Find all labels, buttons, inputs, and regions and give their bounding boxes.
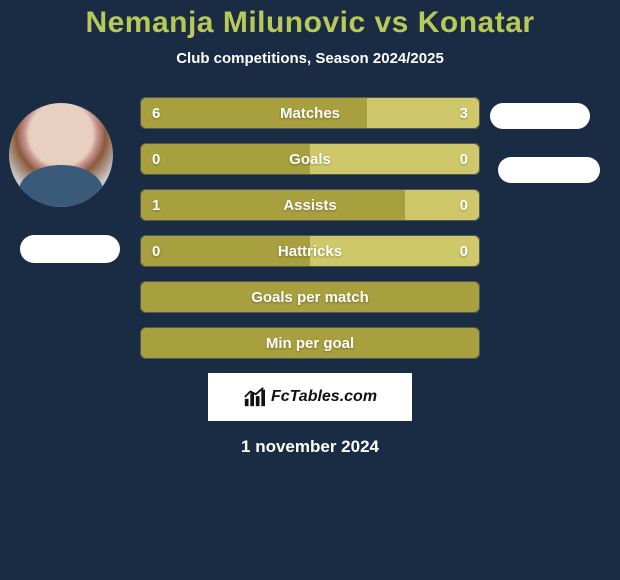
bar-label: Goals <box>140 151 480 168</box>
bar-row-hattricks: 0 Hattricks 0 <box>140 235 480 267</box>
bar-row-goals-per-match: Goals per match <box>140 281 480 313</box>
player-chip-right-2 <box>498 157 600 183</box>
bar-label: Assists <box>140 197 480 214</box>
bar-row-matches: 6 Matches 3 <box>140 97 480 129</box>
logo-text: FcTables.com <box>271 388 377 406</box>
bar-value-right: 0 <box>460 197 468 214</box>
bar-row-assists: 1 Assists 0 <box>140 189 480 221</box>
comparison-bars: 6 Matches 3 0 Goals 0 1 Assists 0 0 Hatt… <box>140 97 480 373</box>
page-title: Nemanja Milunovic vs Konatar <box>0 6 620 40</box>
page-subtitle: Club competitions, Season 2024/2025 <box>0 50 620 67</box>
bar-value-right: 3 <box>460 105 468 122</box>
logo-box: FcTables.com <box>208 373 412 421</box>
chart-icon <box>243 386 265 408</box>
bar-label: Matches <box>140 105 480 122</box>
bar-value-right: 0 <box>460 151 468 168</box>
date-text: 1 november 2024 <box>0 437 620 457</box>
player-chip-right-1 <box>490 103 590 129</box>
bar-label: Goals per match <box>140 289 480 306</box>
bar-value-right: 0 <box>460 243 468 260</box>
bar-row-min-per-goal: Min per goal <box>140 327 480 359</box>
header: Nemanja Milunovic vs Konatar Club compet… <box>0 0 620 67</box>
bar-row-goals: 0 Goals 0 <box>140 143 480 175</box>
bar-label: Min per goal <box>140 335 480 352</box>
player-chip-left <box>20 235 120 263</box>
player-avatar-left <box>9 103 113 207</box>
bar-label: Hattricks <box>140 243 480 260</box>
